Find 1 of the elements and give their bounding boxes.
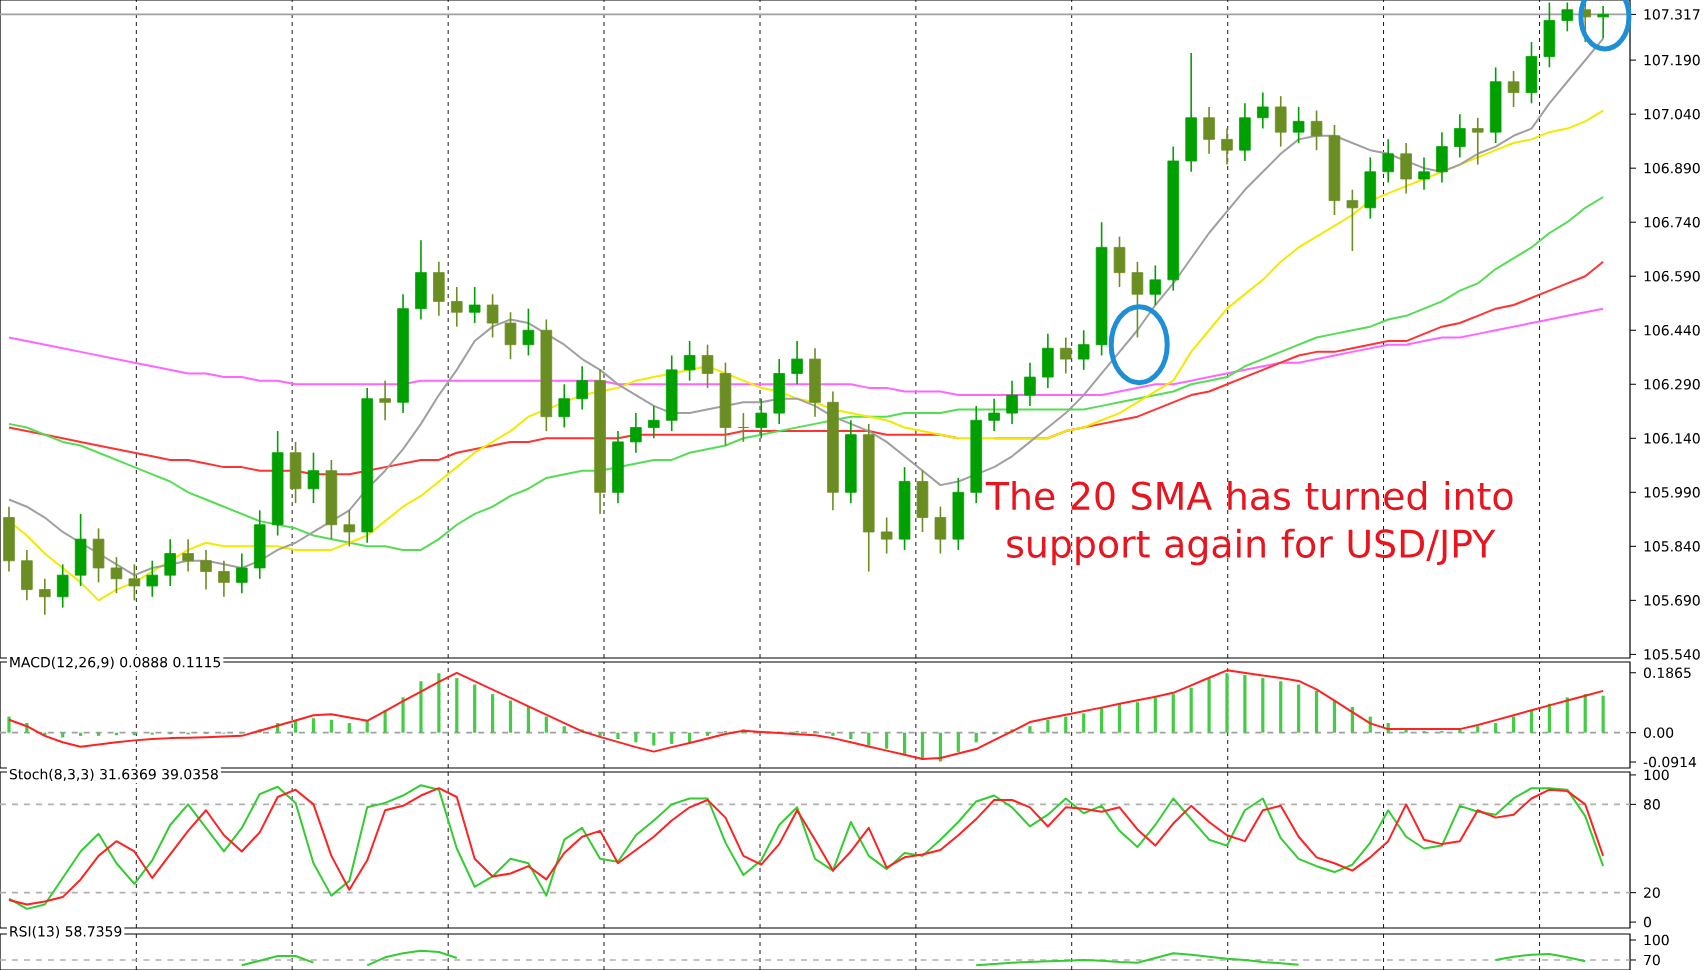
annotation: The 20 SMA has turned into support again for USD/JPY <box>985 480 1513 566</box>
